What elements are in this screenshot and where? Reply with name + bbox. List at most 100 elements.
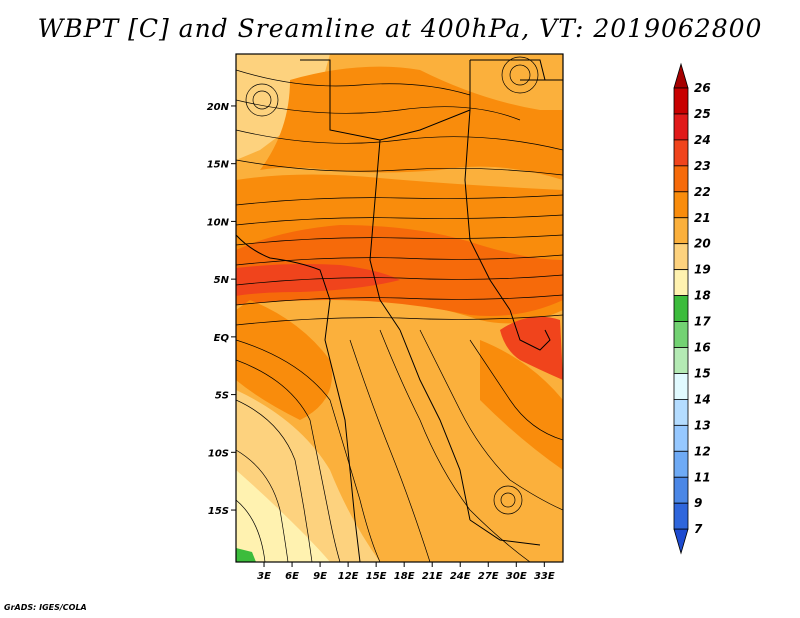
lat-tick-label: 10S xyxy=(208,448,229,459)
border xyxy=(399,329,471,521)
colorbar-label: 13 xyxy=(694,418,711,432)
streamline xyxy=(236,234,563,246)
colorbar-segment xyxy=(673,502,689,530)
lat-axis: 20N 15N 10N 5N EQ 5S 10S 15S xyxy=(207,102,236,517)
streamline-vortex-nw-inner xyxy=(252,90,272,110)
streamline xyxy=(236,69,471,96)
lon-tick-label: 9E xyxy=(313,571,327,582)
streamline xyxy=(236,499,266,562)
colorbar-label: 19 xyxy=(694,263,711,277)
lat-tick-label: 5N xyxy=(214,275,230,286)
streamline xyxy=(349,339,431,562)
colorbar-segment xyxy=(673,450,689,478)
colorbar-label: 25 xyxy=(694,107,711,121)
lat-tick-label: 20N xyxy=(207,102,230,113)
shade-18-19-sw xyxy=(236,470,330,562)
colorbar-label: 23 xyxy=(694,159,711,173)
colorbar-label: 16 xyxy=(694,341,711,355)
colorbar-label: 15 xyxy=(694,366,711,380)
streamline xyxy=(236,359,341,562)
colorbar-segment xyxy=(673,113,689,141)
streamline xyxy=(469,339,563,441)
lon-tick-label: 18E xyxy=(394,571,415,582)
shade-21-22-east xyxy=(480,340,563,470)
streamline-vortex-ne-inner xyxy=(509,64,531,86)
border xyxy=(464,109,511,311)
colorbar-label: 11 xyxy=(694,470,711,484)
colorbar-segment xyxy=(673,347,689,374)
shade-22-23-band xyxy=(236,225,563,316)
lon-tick-label: 6E xyxy=(285,571,299,582)
streamline-vortex-ne xyxy=(501,56,539,94)
lat-tick-label: 15S xyxy=(208,506,229,517)
shade-green-corner xyxy=(236,548,256,562)
map-frame xyxy=(235,53,564,563)
colorbar-segment xyxy=(673,476,689,504)
border xyxy=(470,59,546,81)
streamline-vortex-se xyxy=(493,485,523,515)
lat-tick-label: 10N xyxy=(207,217,230,228)
colorbar-label: 24 xyxy=(694,133,711,147)
lon-tick-label: 24E xyxy=(450,571,471,582)
streamline xyxy=(236,339,381,562)
colorbar-top-arrow xyxy=(673,62,689,89)
colorbar-label: 14 xyxy=(694,392,711,406)
shade-21-22-north xyxy=(260,66,563,180)
colorbar-segment xyxy=(673,87,689,115)
colorbar-bottom-arrow xyxy=(673,528,689,555)
colorbar-segment xyxy=(673,373,689,400)
colorbar-segment xyxy=(673,321,689,348)
streamline xyxy=(419,329,563,511)
colorbar-segment xyxy=(673,269,689,296)
streamline xyxy=(236,129,563,151)
colorbar-segment xyxy=(673,295,689,322)
colorbar-segment xyxy=(673,424,689,452)
shade-21-22-west xyxy=(236,300,332,420)
border xyxy=(369,139,401,331)
colorbar-label: 17 xyxy=(694,315,711,329)
streamline xyxy=(236,314,563,326)
lat-tick-label: 5S xyxy=(215,391,229,402)
lon-tick-label: 30E xyxy=(506,571,527,582)
coastline-west xyxy=(236,234,361,562)
wbpt-shading xyxy=(236,54,563,562)
colorbar-segment xyxy=(673,243,689,271)
streamline xyxy=(236,99,521,121)
lat-tick-label: EQ xyxy=(214,333,230,344)
grads-credit: GrADS: IGES/COLA xyxy=(4,603,87,612)
colorbar-segment xyxy=(673,191,689,219)
shade-23-24-east xyxy=(500,316,563,380)
chart-title: WBPT [C] and Sreamline at 400hPa, VT: 20… xyxy=(37,14,763,43)
streamline xyxy=(236,214,563,226)
colorbar-label: 9 xyxy=(694,496,702,510)
streamline xyxy=(236,449,289,562)
streamline xyxy=(236,274,563,286)
streamline xyxy=(236,194,563,206)
lon-tick-label: 27E xyxy=(478,571,499,582)
colorbar: 26 25 24 23 22 21 20 19 18 17 16 15 14 13 12 11 9 7 xyxy=(673,62,711,555)
lat-tick-label: 15N xyxy=(207,160,230,171)
lon-axis: 3E 6E 9E 12E 15E 18E 21E 24E 27E 30E 33E xyxy=(257,562,555,582)
shade-23-24-west xyxy=(236,264,400,296)
colorbar-label: 21 xyxy=(694,211,711,225)
colorbar-label: 20 xyxy=(694,237,711,251)
streamline xyxy=(236,159,563,176)
border xyxy=(469,519,541,546)
lon-tick-label: 21E xyxy=(422,571,443,582)
colorbar-label: 22 xyxy=(694,185,711,199)
streamline xyxy=(236,294,563,306)
country-borders xyxy=(236,59,563,562)
colorbar-segment xyxy=(673,165,689,193)
colorbar-segment xyxy=(673,139,689,167)
lon-tick-label: 3E xyxy=(257,571,271,582)
colorbar-label: 7 xyxy=(694,522,703,536)
colorbar-label: 26 xyxy=(694,81,711,95)
lake-victoria xyxy=(509,309,551,351)
lon-tick-label: 15E xyxy=(366,571,387,582)
streamline-vortex-se-inner xyxy=(500,492,516,508)
colorbar-label: 18 xyxy=(694,289,711,303)
streamline-vortex-nw xyxy=(245,83,279,117)
lon-tick-label: 12E xyxy=(338,571,359,582)
colorbar-segment xyxy=(673,398,689,426)
lon-tick-label: 33E xyxy=(534,571,555,582)
